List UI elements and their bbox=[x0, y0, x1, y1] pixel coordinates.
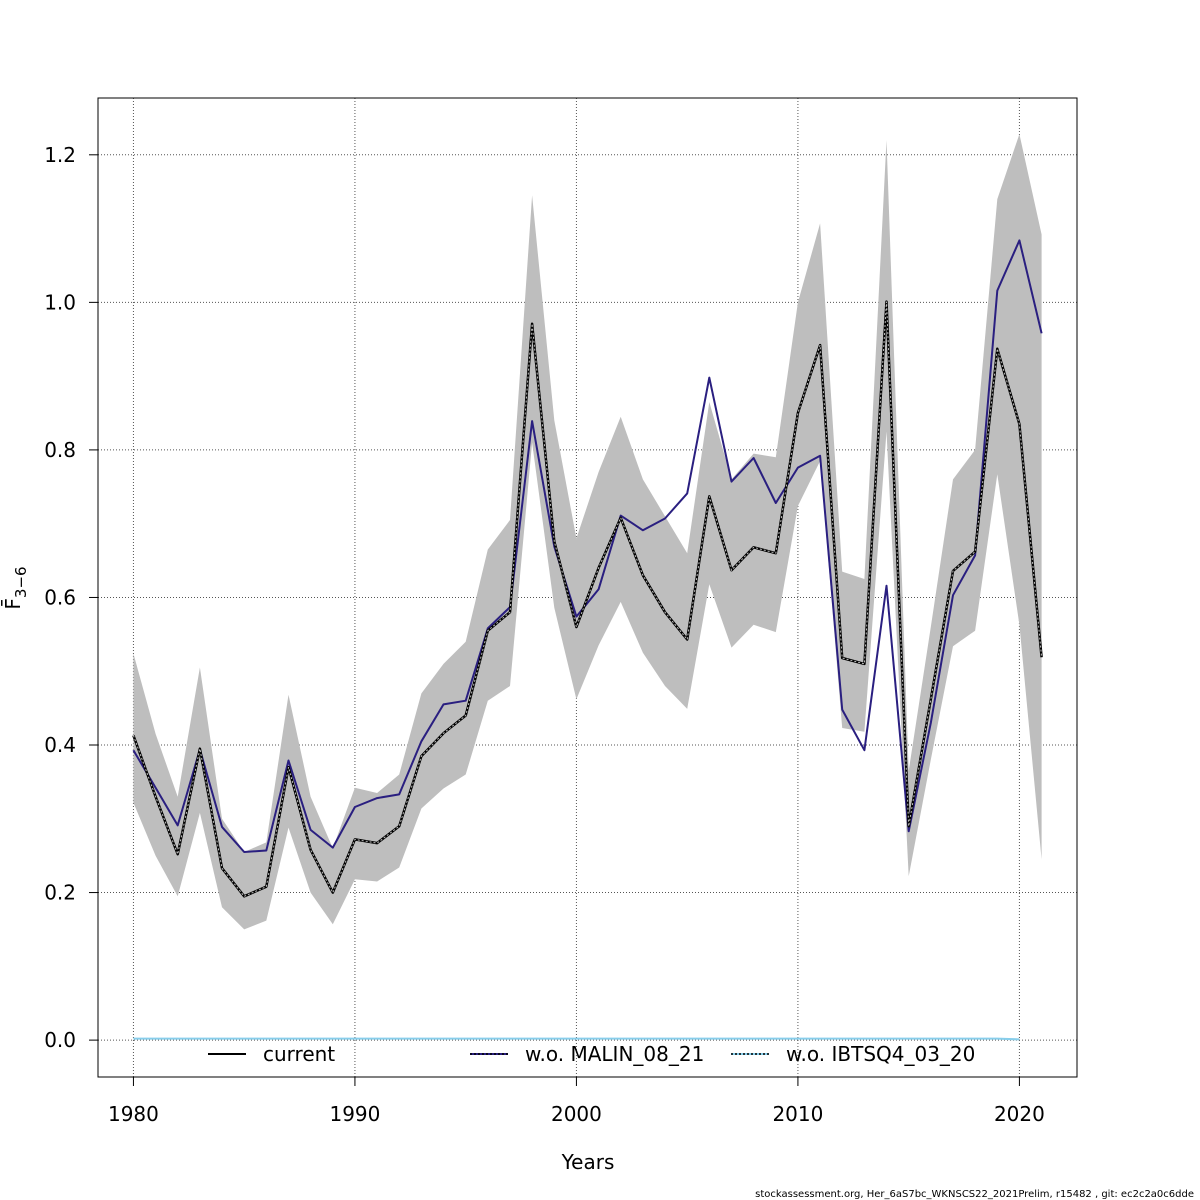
svg-text:F̄3−6: F̄3−6 bbox=[0, 566, 30, 609]
footer-text: stockassessment.org, Her_6aS7bc_WKNSCS22… bbox=[755, 1189, 1194, 1200]
y-tick-label: 0.6 bbox=[44, 585, 76, 609]
confidence-band bbox=[133, 134, 1042, 930]
x-axis-label: Years bbox=[561, 1150, 615, 1174]
y-axis-label: F̄3−6 bbox=[0, 566, 30, 609]
legend-label: current bbox=[263, 1042, 335, 1066]
y-tick-label: 0.2 bbox=[44, 881, 76, 905]
y-tick-label: 1.2 bbox=[44, 143, 76, 167]
x-tick-label: 1990 bbox=[329, 1102, 380, 1126]
x-tick-label: 1980 bbox=[108, 1102, 159, 1126]
legend-label: w.o. IBTSQ4_03_20 bbox=[786, 1042, 975, 1066]
x-tick-label: 2010 bbox=[772, 1102, 823, 1126]
legend: current w.o. MALIN_08_21 w.o. IBTSQ4_03_20 bbox=[208, 1042, 975, 1066]
series-line-current-dotted-overlay bbox=[132, 301, 1043, 897]
series-lines bbox=[132, 239, 1043, 1041]
series-line-wo-malin bbox=[132, 239, 1043, 853]
y-tick-label: 1.0 bbox=[44, 290, 76, 314]
x-tick-label: 2000 bbox=[551, 1102, 602, 1126]
y-tick-label: 0.0 bbox=[44, 1028, 76, 1052]
y-axis-label-main: F̄ bbox=[0, 598, 25, 610]
series-line-wo-ibtsq4 bbox=[133, 1037, 1020, 1041]
x-axis: 1980 1990 2000 2010 2020 bbox=[108, 1076, 1045, 1126]
y-axis: 0.0 0.2 0.4 0.6 0.8 1.0 1.2 bbox=[44, 143, 99, 1052]
legend-label: w.o. MALIN_08_21 bbox=[525, 1042, 704, 1066]
y-tick-label: 0.8 bbox=[44, 438, 76, 462]
x-tick-label: 2020 bbox=[994, 1102, 1045, 1126]
y-tick-label: 0.4 bbox=[44, 733, 76, 757]
y-axis-label-subscript: 3−6 bbox=[12, 566, 30, 598]
